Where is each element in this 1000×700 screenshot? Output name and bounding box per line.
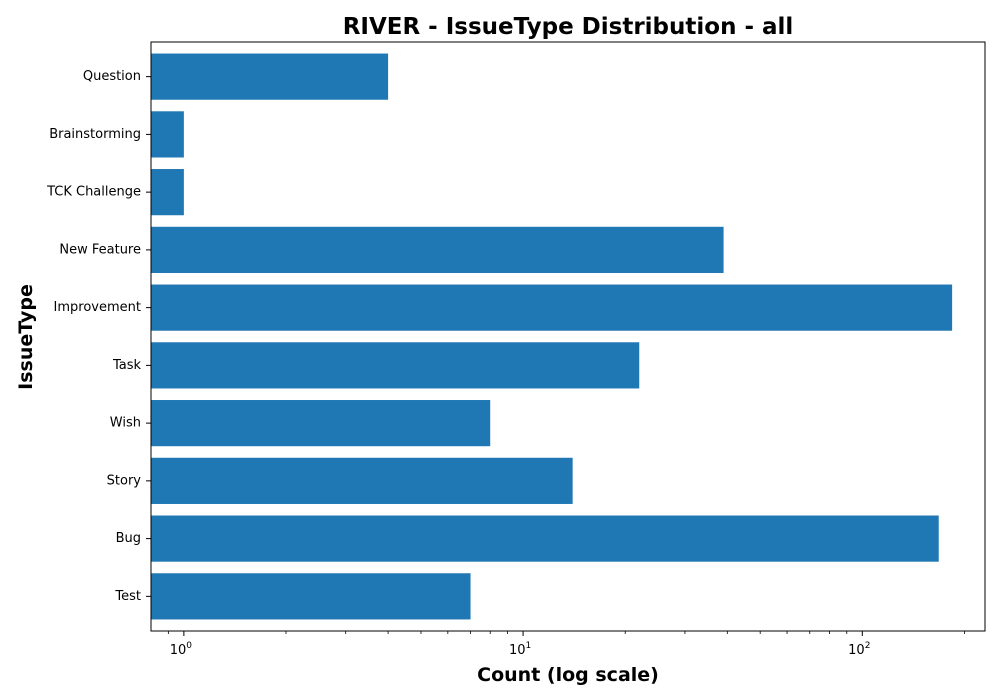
chart-title: RIVER - IssueType Distribution - all <box>343 14 794 40</box>
y-tick-label: Wish <box>110 416 141 431</box>
y-axis-label: IssueType <box>15 284 37 390</box>
bar-question <box>151 53 389 100</box>
plot-frame <box>150 41 986 632</box>
y-tick-label: Improvement <box>54 300 141 315</box>
x-tick-label: 100 <box>170 641 193 658</box>
y-tick-label: Task <box>112 358 142 373</box>
x-axis-label: Count (log scale) <box>477 664 659 686</box>
bar-wish <box>151 400 491 447</box>
y-tick-label: Test <box>114 589 141 604</box>
bar-improvement <box>151 284 953 331</box>
x-tick-label: 102 <box>848 641 870 658</box>
x-axis-ticks: 100 101 102 <box>167 631 965 658</box>
bar-story <box>151 457 573 504</box>
bar-test <box>151 573 471 620</box>
y-tick-label: Brainstorming <box>49 127 141 142</box>
y-tick-label: New Feature <box>59 242 141 257</box>
y-tick-label: TCK Challenge <box>46 185 141 200</box>
bar-bug <box>151 515 939 562</box>
y-tick-label: Bug <box>116 531 141 546</box>
bar-new-feature <box>151 226 724 273</box>
bar-brainstorming <box>151 111 184 158</box>
bar-task <box>151 342 640 389</box>
y-tick-label: Story <box>107 473 142 488</box>
bar-tck-challenge <box>151 169 184 216</box>
x-tick-label: 101 <box>509 641 531 658</box>
bars-layer <box>151 53 953 620</box>
y-axis-ticks: Question Brainstorming TCK Challenge New Fe… <box>46 69 151 604</box>
y-tick-label: Question <box>83 69 141 84</box>
